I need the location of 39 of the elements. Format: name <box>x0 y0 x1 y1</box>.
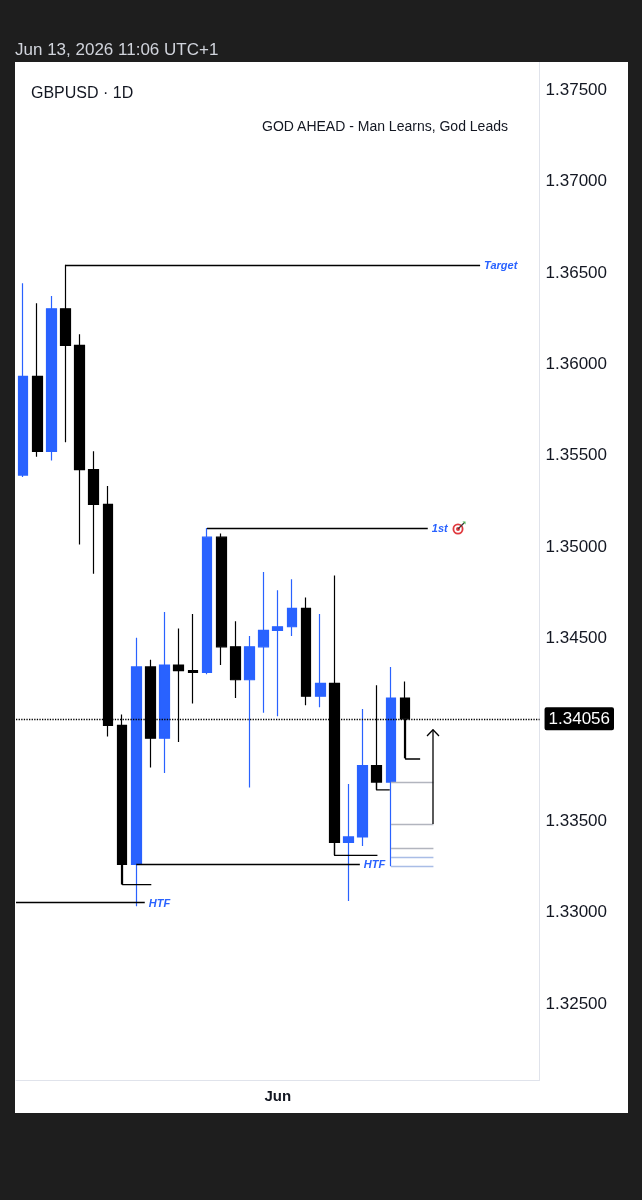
y-tick-label: 1.34500 <box>545 628 607 648</box>
text: Jun 13, 2026 11:06 UTC+1 <box>15 39 219 61</box>
candlestick <box>229 620 242 699</box>
candlestick <box>257 571 270 714</box>
y-tick-label: 1.32500 <box>545 993 607 1013</box>
y-tick-label: 1.33500 <box>545 810 607 830</box>
text: GOD AHEAD - Man Learns, God Leads <box>262 118 508 134</box>
y-tick-label: 1.36000 <box>545 354 607 374</box>
candlestick <box>158 611 171 774</box>
candlestick <box>314 613 327 708</box>
ref-line-label: 1st <box>431 522 449 535</box>
ref-line-label: Target <box>484 258 519 271</box>
x-tick-label: Jun <box>264 1087 292 1104</box>
candlestick <box>356 708 369 847</box>
y-tick-label: 1.35000 <box>545 536 607 556</box>
candlestick <box>215 532 228 666</box>
y-tick-label: 1.37500 <box>545 79 607 99</box>
y-tick-label: 1.37000 <box>545 171 607 191</box>
y-tick-label: 1.35500 <box>545 445 607 465</box>
candlestick <box>87 450 100 575</box>
ref-line-label: HTF <box>363 858 386 871</box>
candlestick <box>17 282 29 478</box>
ref-line-label: HTF <box>148 896 171 909</box>
candlestick <box>271 589 284 717</box>
candlestick <box>342 783 355 902</box>
candlestick <box>130 637 143 907</box>
candlestick <box>187 613 199 705</box>
y-tick-label: 1.36500 <box>545 262 607 282</box>
candlestick <box>73 333 86 546</box>
candlestick <box>300 596 312 706</box>
candlestick <box>201 527 213 675</box>
y-tick-label: 1.33000 <box>545 902 607 922</box>
ref-line-label: 1.34056 <box>548 709 610 729</box>
text: GBPUSD · 1D <box>31 83 134 101</box>
candlestick <box>45 295 58 462</box>
candlestick <box>385 666 397 867</box>
candlestick <box>31 302 44 458</box>
candlestick <box>243 635 256 789</box>
candlestick <box>286 578 298 637</box>
